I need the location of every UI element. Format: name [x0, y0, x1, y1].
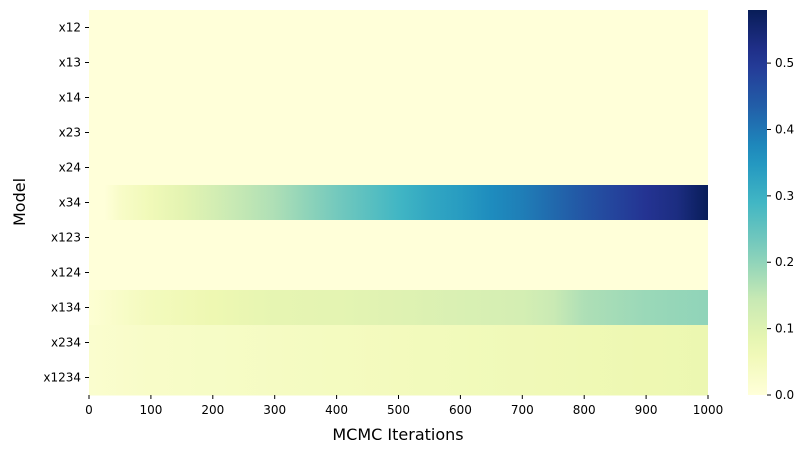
colorbar-tick-label: 0.2 — [775, 255, 794, 269]
heatmap-row-x234 — [89, 325, 708, 361]
colorbar-tick-label: 0.5 — [775, 56, 794, 70]
y-tick-label: x23 — [59, 126, 81, 140]
heatmap-row-x34 — [89, 185, 708, 221]
colorbar — [748, 10, 767, 395]
x-tick-label: 200 — [201, 403, 224, 417]
y-tick-label: x134 — [51, 301, 81, 315]
heatmap-row-x23 — [89, 115, 708, 151]
x-axis: 0 100 200 300 400 500 600 700 800 900 1000 — [85, 395, 723, 417]
colorbar-tick-label: 0.0 — [775, 388, 794, 402]
heatmap-row-x1234 — [89, 360, 708, 396]
y-tick-label: x123 — [51, 231, 81, 245]
y-tick-label: x12 — [59, 21, 81, 35]
heatmap-row-x12 — [89, 10, 708, 46]
x-tick-label: 500 — [387, 403, 410, 417]
colorbar-tick-label: 0.4 — [775, 122, 794, 136]
heatmap-row-x134 — [89, 290, 708, 326]
y-tick-label: x1234 — [43, 371, 81, 385]
x-tick-label: 1000 — [693, 403, 724, 417]
heatmap-row-x13 — [89, 45, 708, 81]
heatmap-row-x14 — [89, 80, 708, 116]
x-tick-label: 400 — [325, 403, 348, 417]
x-axis-title: MCMC Iterations — [332, 425, 463, 444]
heatmap-row-x123 — [89, 220, 708, 256]
x-tick-label: 100 — [139, 403, 162, 417]
heatmap-cells — [89, 10, 708, 396]
colorbar-tick-label: 0.1 — [775, 322, 794, 336]
x-tick-label: 300 — [263, 403, 286, 417]
y-tick-label: x13 — [59, 56, 81, 70]
x-tick-label: 800 — [573, 403, 596, 417]
y-tick-label: x234 — [51, 336, 81, 350]
y-tick-label: x34 — [59, 196, 81, 210]
heatmap-row-x24 — [89, 150, 708, 186]
x-tick-label: 900 — [635, 403, 658, 417]
x-tick-label: 700 — [511, 403, 534, 417]
colorbar-tick-label: 0.3 — [775, 189, 794, 203]
y-axis-title: Model — [10, 178, 29, 226]
x-tick-label: 600 — [449, 403, 472, 417]
y-tick-label: x124 — [51, 266, 81, 280]
y-axis: x12 x13 x14 x23 x24 x34 x123 x124 x134 x234 x1234 — [43, 21, 89, 385]
y-tick-label: x24 — [59, 161, 81, 175]
heatmap-row-x124 — [89, 255, 708, 291]
x-tick-label: 0 — [85, 403, 93, 417]
y-tick-label: x14 — [59, 91, 81, 105]
colorbar-ticks: 0.0 0.1 0.2 0.3 0.4 0.5 — [767, 56, 794, 402]
